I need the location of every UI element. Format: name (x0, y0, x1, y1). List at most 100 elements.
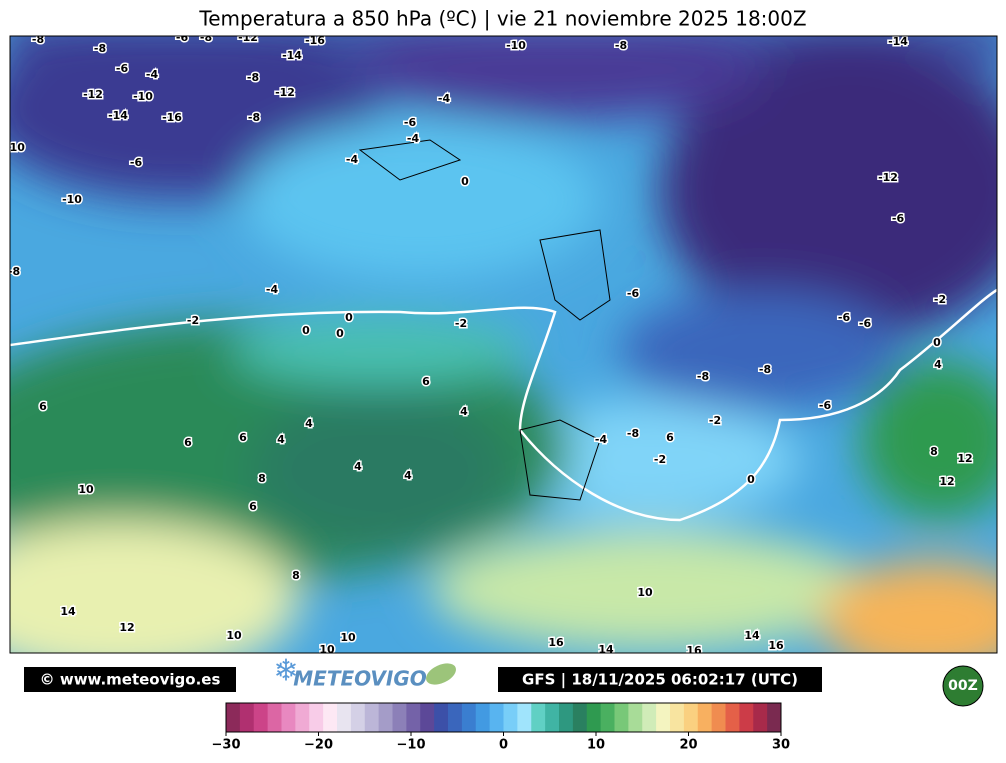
contour-label: -16 (162, 111, 182, 124)
contour-label: 4 (934, 358, 942, 371)
contour-label: -2 (187, 314, 199, 327)
contour-label: 4 (277, 433, 285, 446)
contour-label: 0 (302, 324, 310, 337)
colorbar-tick-label: −20 (304, 738, 333, 753)
colorbar-segment (420, 703, 435, 732)
contour-label: -6 (627, 287, 640, 300)
colorbar-segment (378, 703, 393, 732)
colorbar-segment (725, 703, 740, 732)
colorbar-segment (309, 703, 324, 732)
colorbar-segment (670, 703, 685, 732)
contour-label: -2 (654, 453, 666, 466)
contour-label: 4 (305, 417, 313, 430)
run-badge: 00Z (948, 678, 978, 694)
logo: METEOVIGO (293, 667, 427, 691)
contour-label: -14 (282, 49, 302, 62)
contour-label: -16 (305, 34, 325, 47)
svg-text:❄: ❄ (273, 654, 298, 689)
contour-label: -8 (615, 39, 627, 52)
colorbar-segment (239, 703, 255, 732)
contour-label: -2 (934, 293, 946, 306)
credit: © www.meteovigo.es (40, 671, 221, 689)
colorbar-segment (753, 703, 768, 732)
contour-label: 6 (249, 500, 257, 513)
colorbar-segment (614, 703, 629, 732)
contour-label: 4 (460, 405, 468, 418)
colorbar-segment (767, 703, 782, 732)
contour-label: 12 (939, 475, 954, 488)
colorbar-segment (559, 703, 574, 732)
colorbar-tick-label: −30 (212, 738, 241, 753)
contour-label: -10 (5, 141, 25, 154)
colorbar-tick-label: 20 (679, 738, 697, 753)
contour-label: 8 (258, 472, 266, 485)
map-title: Temperatura a 850 hPa (ºC) | vie 21 novi… (198, 7, 806, 31)
contour-label: 14 (744, 629, 760, 642)
contour-label: -8 (8, 265, 20, 278)
contour-label: -4 (266, 283, 279, 296)
colorbar-segment (226, 703, 241, 732)
contour-label: -8 (247, 71, 259, 84)
colorbar-segment (364, 703, 380, 732)
contour-label: -10 (62, 193, 82, 206)
colorbar-segment (253, 703, 269, 732)
colorbar-segment (337, 703, 352, 732)
contour-label: -6 (404, 116, 417, 129)
contour-label: 14 (598, 643, 614, 656)
colorbar-segment (434, 703, 449, 732)
contour-label: -6 (859, 317, 872, 330)
contour-label: -6 (116, 62, 129, 75)
contour-label: -6 (130, 156, 143, 169)
colorbar-segment (628, 703, 643, 732)
colorbar-segment (392, 703, 407, 732)
colorbar-segment (503, 703, 518, 732)
contour-label: -12 (238, 31, 258, 44)
colorbar-segment (350, 703, 366, 732)
contour-label: 10 (637, 586, 653, 599)
contour-label: 12 (119, 621, 134, 634)
contour-label: -10 (506, 39, 526, 52)
colorbar-segment (697, 703, 713, 732)
map: -8-8-6 -8 -12 -16-14-10 -8 -14-6 -4 -8-12 -10 -12… (5, 31, 997, 657)
colorbar-segment (711, 703, 726, 732)
contour-label: -8 (32, 33, 44, 46)
contour-label: -14 (888, 35, 908, 48)
colorbar-segment (406, 703, 421, 732)
contour-label: -12 (275, 86, 295, 99)
colorbar-segment (683, 703, 699, 732)
contour-label: 0 (933, 336, 941, 349)
contour-label: 10 (226, 629, 242, 642)
contour-label: -14 (108, 109, 128, 122)
contour-label: 16 (686, 644, 702, 657)
contour-label: 0 (747, 473, 755, 486)
contour-label: 0 (461, 175, 469, 188)
colorbar-segment (517, 703, 532, 732)
contour-label: -4 (146, 68, 159, 81)
colorbar-segment (586, 703, 602, 732)
colorbar-segment (267, 703, 282, 732)
contour-label: 16 (768, 639, 784, 652)
contour-label: -4 (438, 92, 451, 105)
contour-label: -12 (83, 88, 103, 101)
colorbar-segment (642, 703, 657, 732)
contour-label: 10 (319, 643, 335, 656)
contour-label: -6 (176, 31, 189, 44)
contour-label: 8 (930, 445, 938, 458)
contour-label: -2 (709, 414, 721, 427)
contour-label: 12 (957, 452, 972, 465)
contour-label: -8 (697, 370, 709, 383)
contour-label: 4 (404, 469, 412, 482)
contour-label: 14 (60, 605, 76, 618)
colorbar-segment (448, 703, 463, 732)
colorbar-segment (600, 703, 615, 732)
contour-label: 0 (345, 311, 353, 324)
colorbar-segment (475, 703, 491, 732)
contour-label: 10 (340, 631, 356, 644)
contour-label: -8 (248, 111, 260, 124)
contour-label: 0 (336, 327, 344, 340)
contour-label: -6 (838, 311, 851, 324)
contour-label: -6 (892, 212, 905, 225)
colorbar-segment (739, 703, 754, 732)
contour-label: -2 (455, 317, 467, 330)
